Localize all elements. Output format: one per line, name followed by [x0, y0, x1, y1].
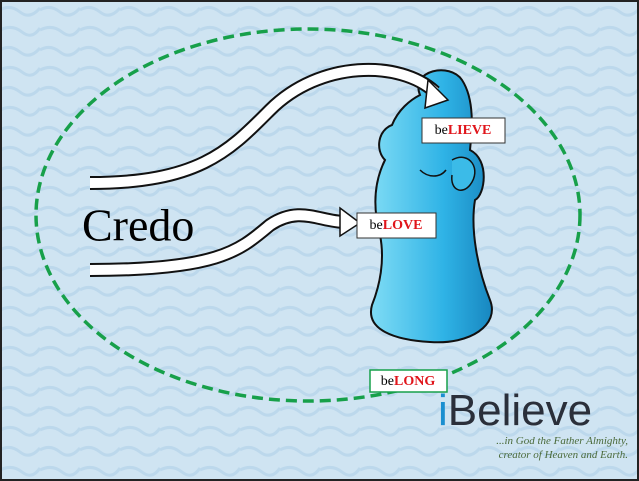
label-belong: beLONG	[370, 370, 447, 392]
slide: Credo beLIEVE beLOVE beLONG iBelieve ...…	[0, 0, 639, 481]
logo-mark: i	[438, 386, 448, 435]
tagline-line: ...in God the Father Almighty,	[496, 435, 628, 447]
logo-word: Believe	[448, 386, 592, 435]
label-emphasis: LONG	[394, 374, 435, 389]
svg-text:beLOVE: beLOVE	[370, 218, 423, 233]
label-believe: beLIEVE	[422, 118, 505, 143]
title: Credo	[82, 200, 194, 251]
tagline-line: creator of Heaven and Earth.	[499, 449, 628, 461]
label-prefix: be	[381, 374, 394, 389]
logo: iBelieve	[438, 386, 592, 435]
svg-text:beLONG: beLONG	[381, 374, 436, 389]
label-emphasis: LOVE	[383, 218, 423, 233]
label-belove: beLOVE	[357, 213, 436, 238]
label-prefix: be	[370, 218, 383, 233]
svg-text:beLIEVE: beLIEVE	[435, 123, 492, 138]
label-prefix: be	[435, 123, 448, 138]
label-emphasis: LIEVE	[448, 123, 492, 138]
